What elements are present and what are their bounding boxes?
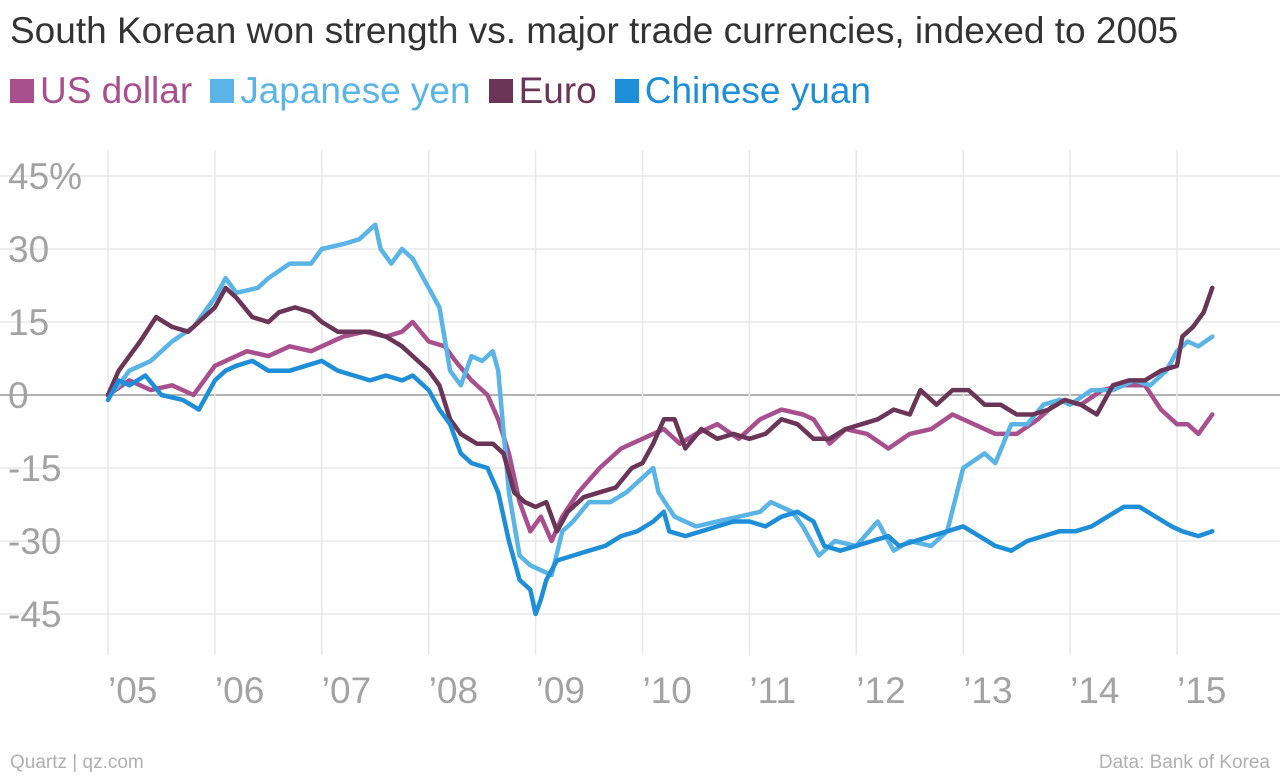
legend-swatch <box>210 79 235 103</box>
series-line-us-dollar <box>105 319 1215 544</box>
legend-swatch <box>488 79 513 103</box>
y-tick-label: -30 <box>8 521 61 562</box>
legend-label: Chinese yuan <box>644 70 872 111</box>
y-tick-label: -45 <box>8 594 61 635</box>
x-tick-label: ’08 <box>429 670 478 711</box>
x-tick-label: ’15 <box>1177 670 1226 711</box>
x-tick-label: ’12 <box>856 670 905 711</box>
y-tick-label: 0 <box>8 375 29 416</box>
legend-item: Euro <box>488 70 597 112</box>
x-tick-label: ’11 <box>749 670 796 711</box>
source-credit: Quartz | qz.com <box>10 752 144 773</box>
legend-swatch <box>10 79 34 103</box>
series-line-euro <box>105 285 1215 534</box>
y-tick-label: 15 <box>8 302 49 343</box>
x-tick-label: ’07 <box>322 670 371 711</box>
legend-swatch <box>614 79 639 103</box>
x-tick-label: ’13 <box>963 670 1012 711</box>
y-tick-label: -15 <box>8 448 61 489</box>
legend: US dollar Japanese yen Euro Chinese yuan <box>10 70 889 112</box>
chart-title: South Korean won strength vs. major trad… <box>10 10 1179 51</box>
legend-item: Japanese yen <box>210 70 471 112</box>
legend-label: Euro <box>518 70 597 111</box>
y-tick-label: 45% <box>8 156 82 197</box>
x-tick-label: ’10 <box>643 670 692 711</box>
legend-label: US dollar <box>40 70 193 111</box>
series-line-chinese-yuan <box>105 358 1215 617</box>
x-tick-label: ’05 <box>108 670 157 711</box>
legend-item: US dollar <box>10 70 192 112</box>
x-tick-label: ’09 <box>536 670 585 711</box>
data-source: Data: Bank of Korea <box>1098 752 1270 773</box>
y-tick-label: 30 <box>8 229 49 270</box>
x-tick-label: ’14 <box>1070 670 1119 711</box>
series-line-japanese-yen <box>105 222 1215 578</box>
x-tick-label: ’06 <box>215 670 264 711</box>
legend-label: Japanese yen <box>240 70 471 111</box>
legend-item: Chinese yuan <box>614 70 872 112</box>
